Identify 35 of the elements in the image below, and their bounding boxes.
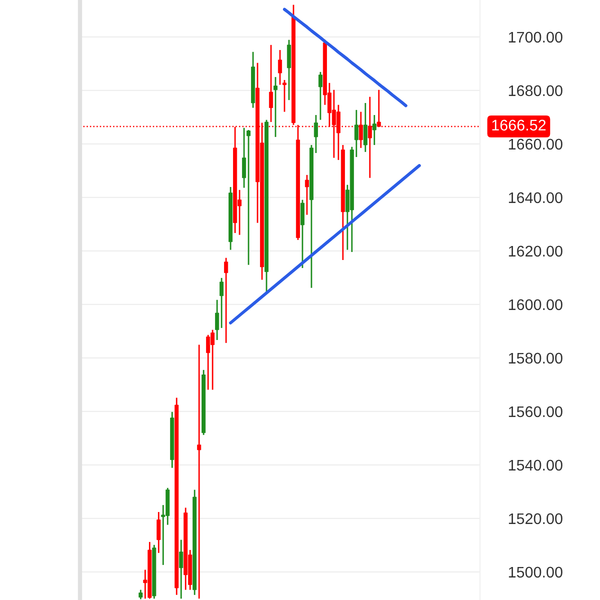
candlestick (372, 114, 376, 146)
candlestick (206, 334, 210, 390)
y-tick-label: 1500.00 (508, 566, 562, 578)
y-tick-label: 1700.00 (508, 32, 562, 43)
candlestick (224, 257, 228, 344)
candlestick (197, 344, 202, 600)
candlestick (282, 79, 286, 113)
candlestick (246, 129, 251, 266)
candlestick (156, 511, 161, 554)
y-tick-label: 1520.00 (508, 513, 562, 524)
y-tick-label: 1580.00 (508, 352, 562, 364)
candlestick (215, 299, 220, 341)
ref-line-label: 1666.52 (492, 120, 546, 131)
y-tick-label: 1660.00 (508, 138, 562, 150)
candlestick (318, 71, 322, 121)
candlestick (300, 199, 304, 269)
candlestick (314, 114, 318, 154)
candlestick (286, 39, 291, 101)
candlestick (269, 44, 274, 123)
candlestick (278, 49, 282, 86)
candlestick (138, 589, 143, 600)
line-series (282, 8, 408, 108)
y-tick-label: 1640.00 (508, 192, 562, 204)
line-series (229, 164, 421, 324)
y-tick-label: 1620.00 (508, 246, 562, 257)
y-tick-label: 1540.00 (508, 460, 562, 471)
candlestick (242, 127, 246, 188)
candlestick (220, 277, 224, 329)
y-tick-label: 1600.00 (508, 299, 562, 310)
candlestick (363, 102, 368, 153)
candlestick (179, 539, 184, 600)
candlestick (304, 174, 309, 216)
candlestick (274, 76, 278, 138)
y-tick-label: 1680.00 (508, 85, 562, 96)
y-tick-label: 1560.00 (508, 406, 562, 418)
